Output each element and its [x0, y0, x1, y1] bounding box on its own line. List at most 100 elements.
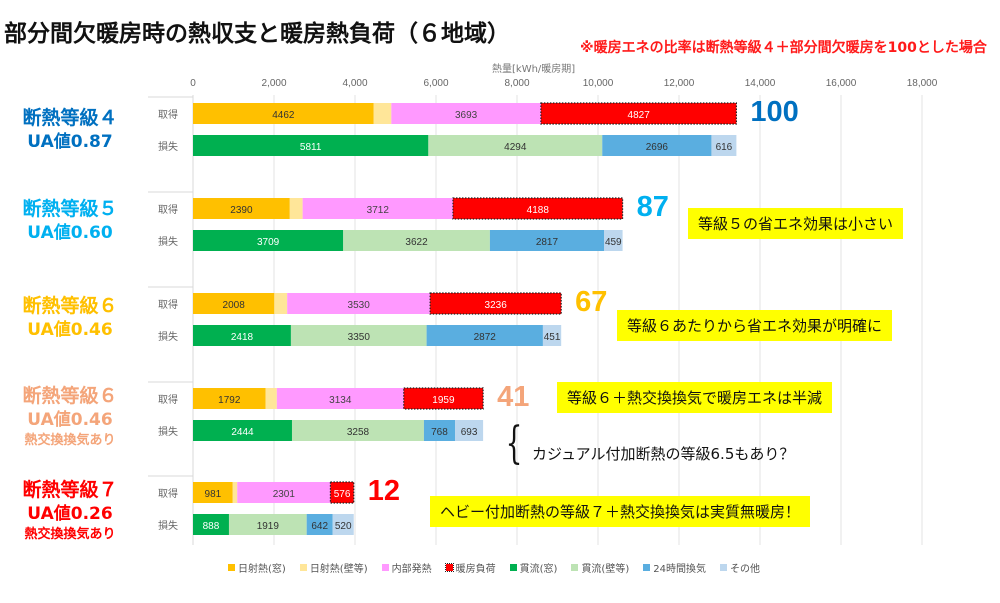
bar-vent24 — [489, 230, 604, 251]
data-label-heating_load: 3236 — [485, 300, 508, 311]
data-label-solar_window: 2008 — [223, 300, 246, 311]
legend-item-vent24: 24時間換気 — [643, 560, 706, 575]
group-label-line-1: 断熱等級４ — [22, 107, 118, 129]
bar-solar_wall — [265, 388, 277, 409]
bar-heating_load — [329, 481, 355, 504]
bar-solar_window — [193, 198, 290, 219]
row-label-loss: 損失 — [158, 330, 178, 343]
row-label-loss: 損失 — [158, 425, 178, 438]
bar-trans_wall — [228, 514, 307, 535]
data-label-trans_wall: 3350 — [348, 332, 371, 343]
legend-label: 日射熱(窓) — [238, 564, 286, 575]
bar-solar_wall — [274, 293, 288, 314]
bar-internal — [276, 388, 404, 409]
legend-item-trans_wall: 貫流(壁等) — [571, 560, 629, 575]
legend-label: 貫流(窓) — [519, 564, 558, 575]
data-label-trans_window: 2418 — [231, 332, 254, 343]
data-label-trans_wall: 3622 — [405, 237, 428, 248]
data-label-heating_load: 4827 — [628, 110, 651, 121]
legend-label: 暖房負荷 — [455, 564, 496, 575]
group-label-line-3: 熱交換換気あり — [24, 527, 116, 542]
bar-solar_wall — [373, 103, 392, 124]
bar-other — [332, 514, 354, 535]
row-label-loss: 損失 — [158, 235, 178, 248]
group-label-line-1: 断熱等級７ — [22, 479, 118, 501]
x-tick-label: 16,000 — [826, 78, 857, 89]
group-label-line-2: UA値0.87 — [27, 132, 113, 152]
data-label-heating_load: 4188 — [527, 205, 550, 216]
bar-internal — [302, 198, 453, 219]
legend-swatch — [643, 564, 651, 571]
bar-trans_wall — [343, 230, 490, 251]
data-label-solar_window: 2390 — [230, 205, 253, 216]
legend-label: 日射熱(壁等) — [309, 564, 368, 575]
legend-item-solar_window: 日射熱(窓) — [228, 560, 286, 575]
bar-other — [542, 325, 562, 346]
x-tick-label: 14,000 — [745, 78, 776, 89]
data-label-internal: 3134 — [329, 395, 352, 406]
data-label-other: 693 — [461, 427, 478, 438]
legend-item-heating_load: 暖房負荷 — [444, 560, 496, 575]
bar-trans_window — [193, 420, 292, 441]
data-label-solar_window: 1792 — [218, 395, 241, 406]
x-tick-label: 8,000 — [504, 78, 529, 89]
row-label-loss: 損失 — [158, 140, 178, 153]
bar-other — [455, 420, 484, 441]
group-label-line-1: 断熱等級６ — [22, 295, 118, 317]
callout-grade6-heat-recovery: 等級６＋熱交換換気で暖房エネは半減 — [557, 382, 833, 413]
bar-trans_window — [193, 325, 291, 346]
legend-swatch — [299, 564, 307, 571]
data-label-solar_window: 4462 — [272, 110, 295, 121]
group-label-line-2: UA値0.46 — [27, 410, 113, 430]
x-axis-label: 熱量[kWh/暖房期] — [492, 64, 576, 75]
group-label: 断熱等級７ UA値0.26 熱交換換気あり — [0, 478, 140, 544]
bar-trans_wall — [291, 420, 424, 441]
x-tick-label: 4,000 — [342, 78, 367, 89]
data-label-other: 616 — [716, 142, 733, 153]
callout-grade7: ヘビー付加断熱の等級７＋熱交換換気は実質無暖房！ — [430, 496, 811, 527]
bar-heating_load — [452, 197, 624, 220]
x-tick-label: 0 — [190, 78, 196, 89]
legend-label: 内部発熱 — [391, 564, 432, 575]
data-label-trans_wall: 3258 — [347, 427, 370, 438]
heating-energy-index: 87 — [636, 191, 669, 223]
bar-other — [603, 230, 623, 251]
callout-grade6: 等級６あたりから省エネ効果が明確に — [617, 310, 893, 341]
legend-swatch — [719, 564, 727, 571]
data-label-internal: 3693 — [455, 110, 478, 121]
bar-internal — [237, 482, 331, 503]
group-label-line-2: UA値0.26 — [27, 504, 113, 524]
bar-heating_load — [403, 387, 484, 410]
bar-trans_wall — [290, 325, 427, 346]
bar-vent24 — [426, 325, 543, 346]
legend-label: その他 — [729, 564, 760, 575]
group-label-line-2: UA値0.60 — [27, 223, 113, 243]
x-tick-label: 10,000 — [583, 78, 614, 89]
legend-item-internal: 内部発熱 — [381, 560, 432, 575]
bar-trans_window — [193, 230, 344, 251]
x-tick-label: 12,000 — [664, 78, 695, 89]
legend-label: 貫流(壁等) — [581, 564, 630, 575]
group-label: 断熱等級６ UA値0.46 熱交換換気あり — [0, 384, 140, 450]
row-label-loss: 損失 — [158, 519, 178, 532]
data-label-solar_window: 981 — [205, 489, 222, 500]
callout-grade5: 等級５の省エネ効果は小さい — [688, 208, 904, 239]
group-label: 断熱等級５ UA値0.60 — [0, 197, 140, 245]
data-label-vent24: 642 — [311, 521, 328, 532]
bar-heating_load — [429, 292, 562, 315]
bar-vent24 — [306, 514, 333, 535]
heating-energy-index: 12 — [367, 475, 400, 507]
group-label-line-1: 断熱等級６ — [22, 385, 118, 407]
bar-vent24 — [423, 420, 456, 441]
data-label-heating_load: 576 — [334, 489, 351, 500]
data-label-vent24: 2872 — [474, 332, 497, 343]
data-label-vent24: 768 — [431, 427, 448, 438]
row-label-gain: 取得 — [158, 109, 178, 121]
data-label-trans_window: 3709 — [257, 237, 280, 248]
group-label-line-3: 熱交換換気あり — [24, 433, 116, 448]
x-tick-label: 6,000 — [423, 78, 448, 89]
heating-energy-index: 67 — [575, 286, 608, 318]
legend-swatch — [381, 564, 389, 571]
row-label-gain: 取得 — [158, 394, 178, 406]
